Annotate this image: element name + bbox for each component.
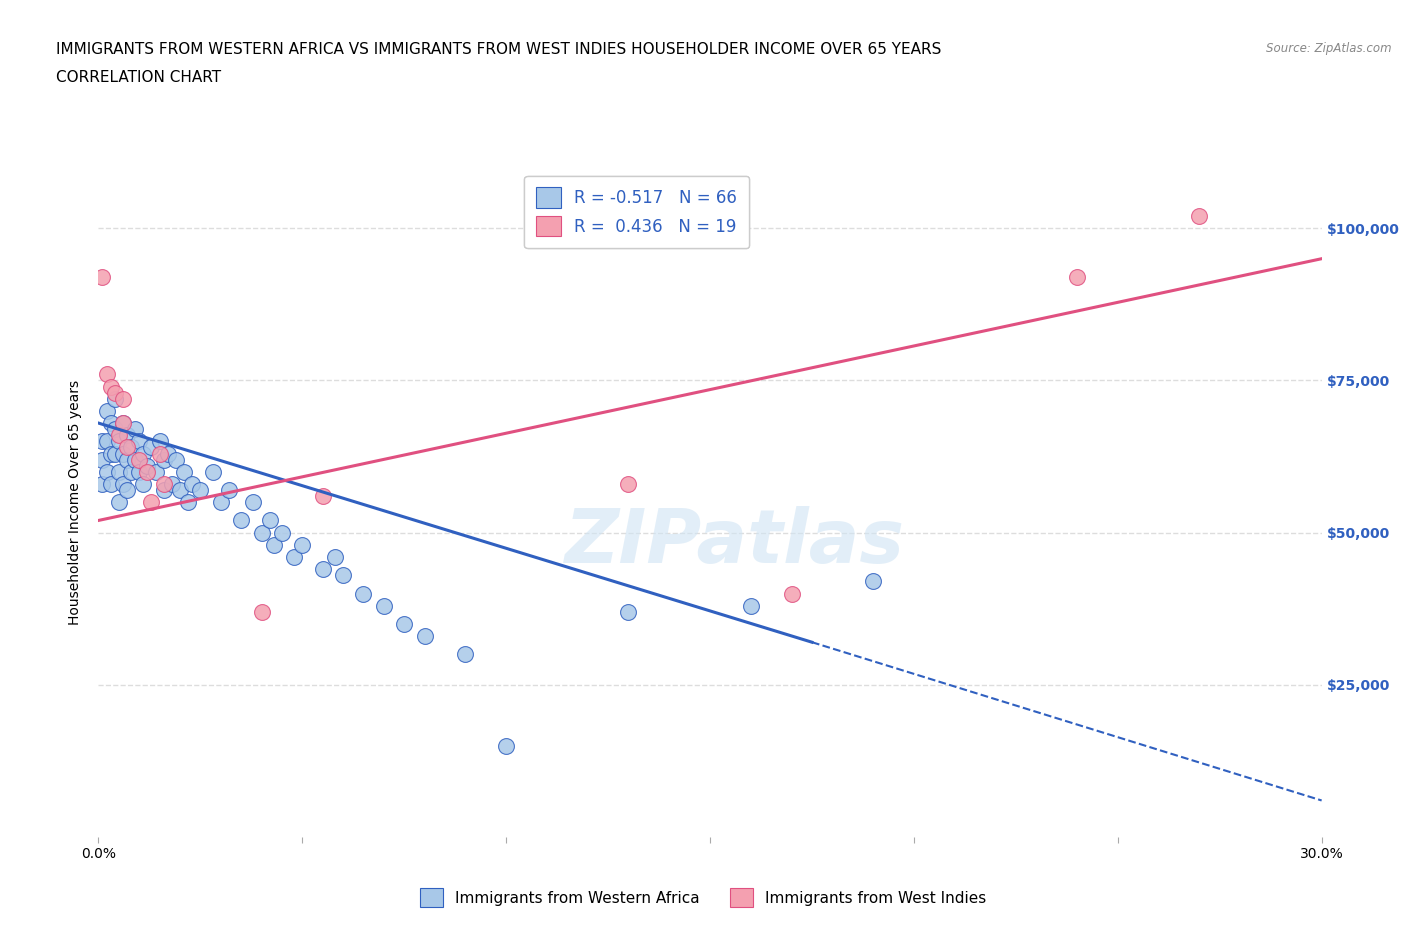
Point	[780, 586, 803, 601]
Point	[617, 476, 640, 491]
Point	[352, 586, 374, 601]
Point	[160, 476, 183, 491]
Point	[165, 452, 187, 467]
Legend: Immigrants from Western Africa, Immigrants from West Indies: Immigrants from Western Africa, Immigran…	[413, 883, 993, 913]
Point	[156, 446, 179, 461]
Point	[96, 434, 118, 449]
Point	[862, 574, 884, 589]
Point	[413, 629, 436, 644]
Point	[250, 525, 273, 540]
Point	[323, 550, 346, 565]
Text: IMMIGRANTS FROM WESTERN AFRICA VS IMMIGRANTS FROM WEST INDIES HOUSEHOLDER INCOME: IMMIGRANTS FROM WESTERN AFRICA VS IMMIGR…	[56, 42, 942, 57]
Point	[617, 604, 640, 619]
Point	[136, 464, 159, 479]
Point	[108, 464, 131, 479]
Point	[145, 464, 167, 479]
Point	[91, 452, 114, 467]
Point	[91, 434, 114, 449]
Point	[115, 440, 138, 455]
Point	[124, 452, 146, 467]
Point	[111, 416, 134, 431]
Point	[218, 483, 240, 498]
Point	[291, 538, 314, 552]
Point	[392, 617, 416, 631]
Point	[332, 568, 354, 583]
Point	[173, 464, 195, 479]
Point	[312, 488, 335, 503]
Point	[100, 416, 122, 431]
Point	[141, 440, 163, 455]
Y-axis label: Householder Income Over 65 years: Householder Income Over 65 years	[69, 379, 83, 625]
Point	[209, 495, 232, 510]
Point	[201, 464, 224, 479]
Point	[152, 483, 174, 498]
Point	[115, 483, 138, 498]
Point	[188, 483, 212, 498]
Point	[152, 476, 174, 491]
Point	[181, 476, 204, 491]
Point	[242, 495, 264, 510]
Text: Source: ZipAtlas.com: Source: ZipAtlas.com	[1267, 42, 1392, 55]
Point	[149, 434, 172, 449]
Point	[115, 452, 138, 467]
Point	[136, 458, 159, 473]
Point	[104, 385, 127, 400]
Point	[100, 379, 122, 394]
Point	[128, 434, 150, 449]
Point	[740, 598, 762, 613]
Point	[132, 446, 155, 461]
Point	[128, 464, 150, 479]
Point	[111, 416, 134, 431]
Legend: R = -0.517   N = 66, R =  0.436   N = 19: R = -0.517 N = 66, R = 0.436 N = 19	[524, 176, 749, 248]
Point	[108, 434, 131, 449]
Point	[100, 476, 122, 491]
Point	[373, 598, 395, 613]
Point	[1066, 270, 1088, 285]
Point	[104, 446, 127, 461]
Point	[152, 452, 174, 467]
Point	[108, 495, 131, 510]
Point	[96, 404, 118, 418]
Point	[120, 440, 142, 455]
Point	[111, 446, 134, 461]
Point	[128, 452, 150, 467]
Point	[124, 421, 146, 436]
Point	[111, 476, 134, 491]
Point	[100, 446, 122, 461]
Point	[312, 562, 335, 577]
Point	[120, 464, 142, 479]
Point	[259, 513, 281, 528]
Point	[96, 464, 118, 479]
Point	[270, 525, 294, 540]
Point	[263, 538, 285, 552]
Point	[91, 270, 114, 285]
Point	[454, 647, 477, 662]
Point	[108, 428, 131, 443]
Point	[231, 513, 253, 528]
Point	[169, 483, 191, 498]
Text: CORRELATION CHART: CORRELATION CHART	[56, 70, 221, 85]
Point	[1188, 208, 1211, 223]
Point	[104, 392, 127, 406]
Point	[111, 392, 134, 406]
Point	[149, 446, 172, 461]
Point	[104, 421, 127, 436]
Point	[132, 476, 155, 491]
Point	[250, 604, 273, 619]
Point	[495, 738, 517, 753]
Text: ZIPatlas: ZIPatlas	[564, 506, 904, 578]
Point	[91, 476, 114, 491]
Point	[141, 495, 163, 510]
Point	[283, 550, 305, 565]
Point	[177, 495, 200, 510]
Point	[115, 428, 138, 443]
Point	[96, 367, 118, 382]
